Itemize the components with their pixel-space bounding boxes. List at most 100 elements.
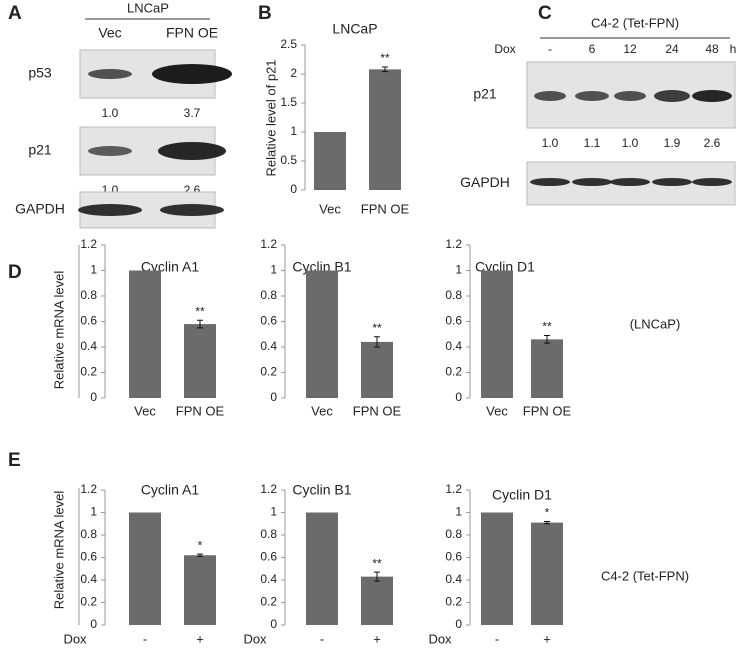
error-bar [544, 521, 550, 525]
error-bar [374, 571, 380, 582]
x-tick-label: - [320, 631, 324, 646]
bar [306, 512, 338, 625]
y-tick-label: 0.2 [80, 365, 97, 379]
bar [184, 324, 216, 398]
blot-band [88, 69, 132, 79]
y-tick-label: 0.8 [260, 527, 277, 541]
blot-band [575, 91, 609, 101]
lane-label: 48 [705, 42, 719, 56]
significance: ** [372, 556, 382, 570]
y-tick-label: 0.6 [445, 314, 462, 328]
y-tick-label: 0.6 [80, 314, 97, 328]
blot-band [78, 204, 142, 216]
y-axis-label: Relative mRNA level [51, 491, 66, 610]
bar [314, 132, 346, 190]
y-tick-label: 2 [290, 66, 297, 80]
blot-band [654, 90, 690, 102]
x-axis-label: Dox [243, 631, 267, 646]
y-tick-label: 1 [455, 505, 462, 519]
x-tick-label: - [143, 631, 147, 646]
panel-label: A [8, 3, 22, 24]
bar [361, 341, 393, 398]
x-tick-label: FPN OE [353, 403, 402, 418]
band-label: p21 [473, 86, 497, 102]
blot-band [158, 142, 226, 160]
y-tick-label: 1.2 [260, 237, 277, 251]
x-tick-label: + [543, 631, 551, 646]
band-label: p53 [28, 65, 52, 81]
blot-band [652, 178, 692, 186]
y-tick-label: 0 [90, 390, 97, 404]
y-tick-label: 1 [270, 263, 277, 277]
y-tick-label: 0.6 [80, 550, 97, 564]
y-tick-label: 0.4 [445, 339, 462, 353]
significance: ** [542, 320, 552, 334]
y-tick-label: 0.4 [260, 572, 277, 586]
bar [361, 576, 393, 625]
chart-title: Cyclin D1 [492, 487, 552, 503]
panel-label: E [8, 450, 21, 471]
y-tick-label: 0 [455, 390, 462, 404]
band-quant: 1.0 [102, 106, 119, 120]
y-axis-label: Relative level of p21 [263, 59, 278, 176]
panel-label: C [538, 3, 552, 24]
row-note: (LNCaP) [630, 316, 681, 331]
error-bar [544, 335, 550, 344]
y-tick-label: 0.8 [80, 527, 97, 541]
blot-band [160, 204, 224, 216]
row-note: C4-2 (Tet-FPN) [601, 568, 689, 583]
y-tick-label: 1.2 [260, 482, 277, 496]
lane-label: - [548, 42, 552, 56]
lane-title: Dox [494, 42, 515, 56]
y-tick-label: 1.2 [445, 237, 462, 251]
y-tick-label: 0 [290, 182, 297, 196]
y-tick-label: 1 [290, 124, 297, 138]
x-tick-label: FPN OE [176, 403, 225, 418]
blot-group: C4-2 (Tet-FPN) [591, 15, 679, 30]
significance: * [198, 538, 203, 552]
error-bar [197, 553, 203, 557]
y-tick-label: 1.5 [280, 95, 297, 109]
x-tick-label: FPN OE [361, 201, 410, 216]
bar [531, 339, 563, 398]
y-tick-label: 0.4 [80, 339, 97, 353]
y-tick-label: 0 [90, 617, 97, 631]
y-tick-label: 0.4 [80, 572, 97, 586]
bar [184, 555, 216, 625]
blot-band [534, 91, 566, 101]
y-tick-label: 0.2 [80, 595, 97, 609]
y-tick-label: 0.2 [260, 365, 277, 379]
blot-band [692, 178, 732, 186]
y-tick-label: 2.5 [280, 37, 297, 51]
significance: ** [380, 51, 390, 65]
error-bar [197, 319, 203, 329]
blot-band [152, 64, 232, 84]
y-tick-label: 0 [270, 617, 277, 631]
band-label: GAPDH [460, 174, 510, 190]
bar [129, 270, 161, 398]
lane-label: FPN OE [166, 25, 218, 41]
lane-label: 24 [665, 42, 679, 56]
blot-band [692, 90, 732, 102]
y-tick-label: 0.8 [260, 288, 277, 302]
blot-band [572, 178, 612, 186]
y-tick-label: 0.8 [445, 288, 462, 302]
x-tick-label: - [495, 631, 499, 646]
bar [481, 270, 513, 398]
panel-label: D [8, 262, 22, 283]
y-tick-label: 0 [455, 617, 462, 631]
bar [531, 522, 563, 625]
x-tick-label: Vec [311, 403, 333, 418]
band-quant: 2.6 [704, 136, 721, 150]
x-tick-label: Vec [134, 403, 156, 418]
x-axis-label: Dox [63, 631, 87, 646]
y-tick-label: 0.6 [260, 314, 277, 328]
y-tick-label: 0.2 [445, 365, 462, 379]
x-axis-label: Dox [428, 631, 452, 646]
y-tick-label: 0.2 [260, 595, 277, 609]
band-quant: 3.7 [184, 106, 201, 120]
bar [306, 270, 338, 398]
error-bar [374, 336, 380, 348]
bar [481, 512, 513, 625]
